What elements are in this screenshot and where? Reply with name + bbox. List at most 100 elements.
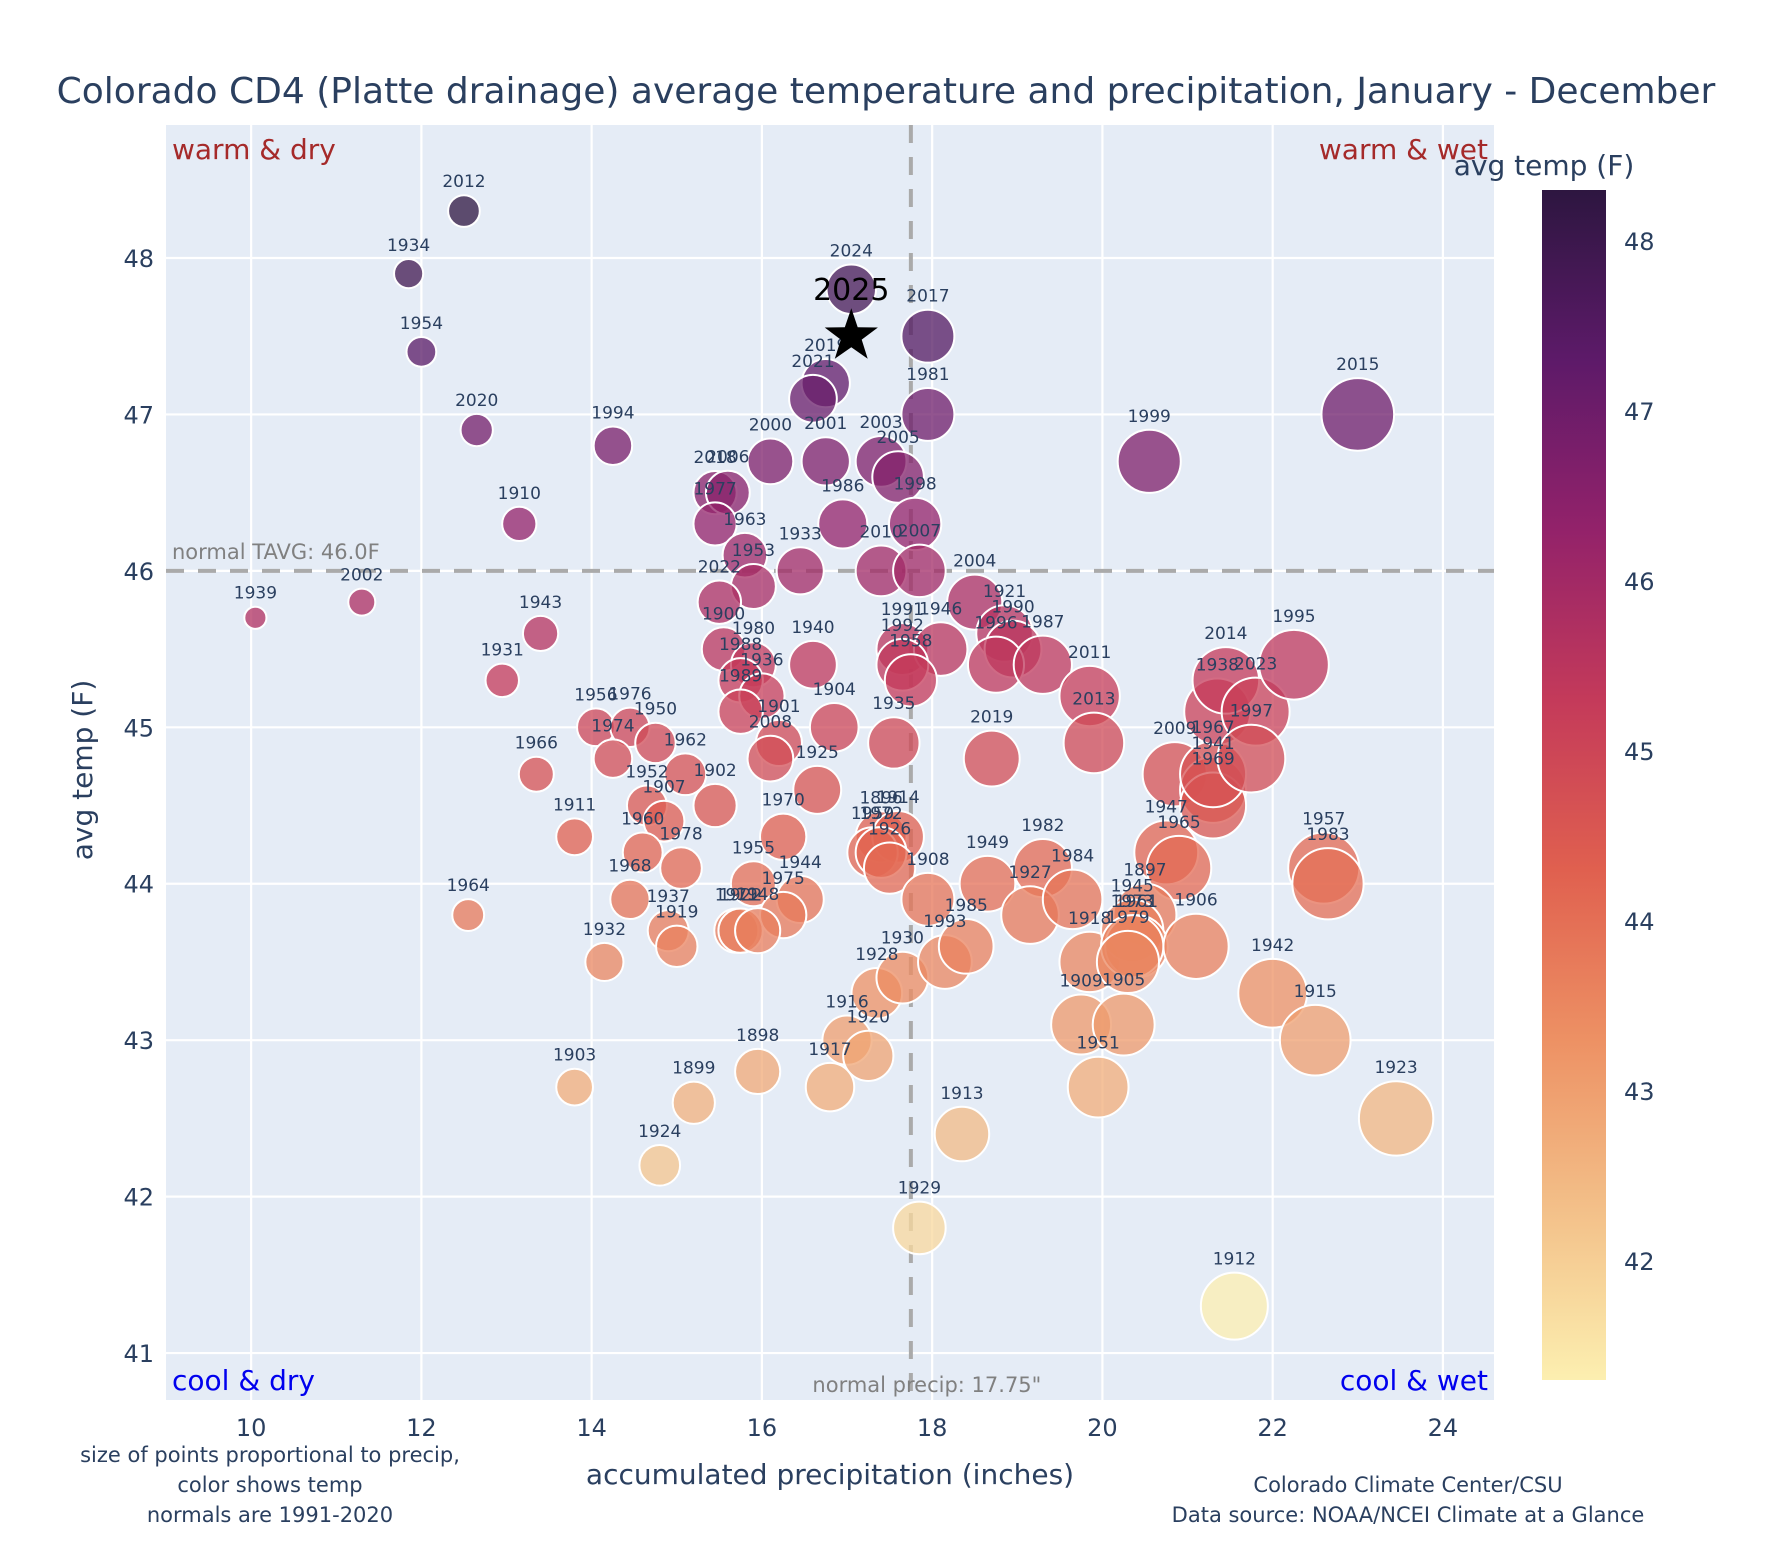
data-point-label: 1921 xyxy=(983,582,1026,602)
data-point xyxy=(1357,1080,1435,1157)
data-point-label: 1924 xyxy=(638,1122,681,1142)
y-tick-label: 42 xyxy=(123,1184,154,1212)
data-point xyxy=(609,878,651,921)
normal-lines xyxy=(166,125,1494,1400)
data-point xyxy=(1145,834,1213,902)
data-point-label: 2015 xyxy=(1336,355,1379,375)
data-point xyxy=(405,335,438,368)
data-point xyxy=(759,812,808,861)
x-tick-label: 16 xyxy=(747,1414,778,1442)
data-point-label: 1967 xyxy=(1191,718,1234,738)
data-point xyxy=(1095,929,1161,995)
data-point-label: 2021 xyxy=(791,352,834,372)
data-point xyxy=(1199,1271,1269,1341)
y-tick-label: 47 xyxy=(123,401,154,429)
quadrant-label-warm-dry: warm & dry xyxy=(172,133,336,166)
data-point xyxy=(892,1200,947,1256)
data-point-label: 2009 xyxy=(1153,719,1196,739)
data-point-label: 1925 xyxy=(796,743,839,763)
colorbar-tick-label: 46 xyxy=(1624,568,1655,596)
data-point xyxy=(393,258,425,290)
data-point xyxy=(459,412,494,448)
data-point xyxy=(521,614,560,653)
data-point-label: 2000 xyxy=(749,415,792,435)
data-point-label: 1908 xyxy=(906,850,949,870)
data-point-label: 2012 xyxy=(442,172,485,192)
data-point-label: 1927 xyxy=(1008,863,1051,883)
data-point-label: 1985 xyxy=(945,896,988,916)
credit-line: Data source: NOAA/NCEI Climate at a Glan… xyxy=(1172,1503,1645,1527)
data-point-label: 1930 xyxy=(881,929,924,949)
y-tick-label: 46 xyxy=(123,558,154,586)
data-point-label: 1903 xyxy=(553,1046,596,1066)
data-point xyxy=(867,716,921,770)
data-point-label: 2004 xyxy=(953,552,996,572)
data-point xyxy=(451,898,486,932)
normal-precip-label: normal precip: 17.75" xyxy=(812,1373,1041,1397)
data-point-label: 1937 xyxy=(647,887,690,907)
data-point-label: 1999 xyxy=(1128,407,1171,427)
data-point-label: 1957 xyxy=(1302,810,1345,830)
data-point-label: 1980 xyxy=(732,619,775,639)
data-point-label: 1971 xyxy=(715,886,758,906)
x-tick-label: 20 xyxy=(1087,1414,1118,1442)
data-point xyxy=(555,817,595,857)
data-point xyxy=(501,505,538,543)
data-point xyxy=(1237,957,1309,1029)
data-point-label: 1897 xyxy=(1123,861,1166,881)
data-point xyxy=(717,688,764,735)
data-point-label: 1951 xyxy=(1077,1034,1120,1054)
data-point xyxy=(696,579,743,625)
data-point-label: 1904 xyxy=(813,680,856,700)
data-point-label: 1944 xyxy=(779,853,822,873)
data-point-label: 1968 xyxy=(608,857,651,877)
data-point-label: 2019 xyxy=(804,336,847,356)
data-point-label: 1953 xyxy=(732,541,775,561)
data-point xyxy=(484,662,520,699)
y-axis-label: avg temp (F) xyxy=(66,680,99,861)
colorbar-title: avg temp (F) xyxy=(1454,149,1635,182)
data-point xyxy=(692,782,738,829)
data-point-label: 1979 xyxy=(1106,908,1149,928)
data-point xyxy=(804,1061,856,1113)
footnote-right: Colorado Climate Center/CSU Data source:… xyxy=(1172,1473,1645,1527)
quadrant-label-cool-dry: cool & dry xyxy=(172,1364,315,1397)
footnote-left: size of points proportional to precip, c… xyxy=(80,1443,460,1527)
data-point-label: 1928 xyxy=(855,945,898,965)
data-point xyxy=(671,1080,716,1125)
data-point-label: 1942 xyxy=(1251,936,1294,956)
data-point xyxy=(659,846,703,890)
data-point-label: 1974 xyxy=(591,716,634,736)
data-point-label: 2005 xyxy=(876,428,919,448)
data-point xyxy=(642,799,686,843)
data-point-label: 1910 xyxy=(498,484,541,504)
data-point-label: 1917 xyxy=(808,1040,851,1060)
y-tick-label: 41 xyxy=(123,1340,154,1368)
data-point-label: 1936 xyxy=(740,650,783,670)
data-point-label: 1994 xyxy=(591,403,634,423)
data-point-label: 1993 xyxy=(923,912,966,932)
data-point-label: 1990 xyxy=(991,598,1034,618)
quadrant-label-cool-wet: cool & wet xyxy=(1340,1364,1488,1397)
data-point-label: 1906 xyxy=(1174,891,1217,911)
data-point xyxy=(817,498,869,550)
data-point-label: 1996 xyxy=(974,614,1017,634)
data-point-label: 1962 xyxy=(664,730,707,750)
data-point-label: 2011 xyxy=(1068,643,1111,663)
x-tick-label: 18 xyxy=(917,1414,948,1442)
x-axis-label: accumulated precipitation (inches) xyxy=(586,1458,1074,1491)
data-point xyxy=(1012,634,1073,695)
data-point-label: 1922 xyxy=(719,885,762,905)
data-point xyxy=(900,308,956,364)
x-tick-label: 22 xyxy=(1257,1414,1288,1442)
data-point xyxy=(447,194,481,228)
data-point-label: 2017 xyxy=(906,287,949,307)
data-point-label: 1987 xyxy=(1021,613,1064,633)
data-point-label: 1981 xyxy=(906,365,949,385)
data-point xyxy=(792,764,843,815)
data-point-label: 2020 xyxy=(455,391,498,411)
data-point-label: 1978 xyxy=(659,824,702,844)
data-point-label: 1995 xyxy=(1272,607,1315,627)
data-point xyxy=(958,854,1017,913)
